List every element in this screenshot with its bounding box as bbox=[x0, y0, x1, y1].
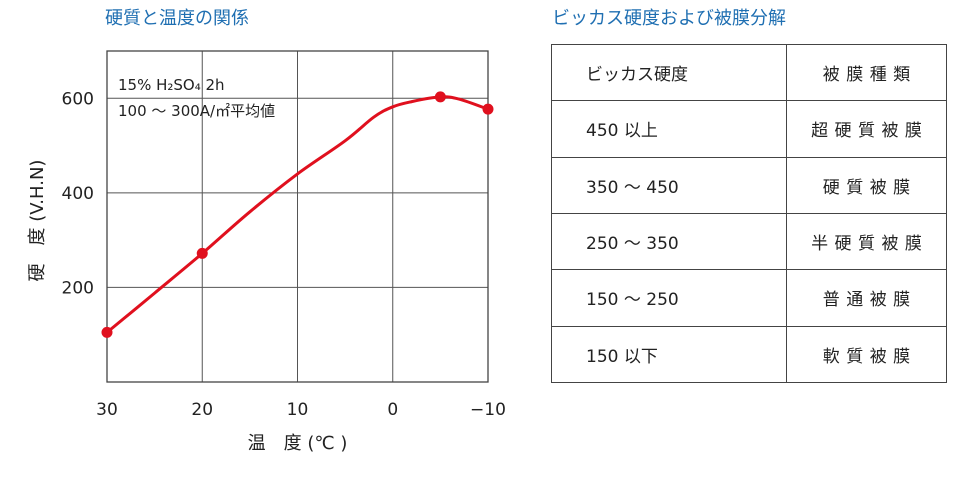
table-row: 250 ～ 350 半硬質被膜 bbox=[551, 212, 947, 271]
table-row: 150 以下 軟質被膜 bbox=[551, 325, 947, 384]
hardness-temperature-chart: 30 20 10 0 −10 200 400 600 温 度 (℃ ) 硬 度 (V.H.N) 15… bbox=[27, 50, 506, 454]
y-tick-label: 600 bbox=[62, 89, 94, 109]
x-tick-label: −10 bbox=[470, 400, 506, 420]
data-point bbox=[434, 91, 446, 103]
header-vickers-hardness: ビッカス硬度 bbox=[551, 43, 787, 102]
data-point bbox=[482, 103, 494, 115]
film-type-cell: 硬質被膜 bbox=[786, 156, 947, 214]
hardness-range-cell: 150 以下 bbox=[551, 325, 787, 384]
x-axis-label: 温 度 (℃ ) bbox=[248, 433, 348, 454]
x-tick-label: 0 bbox=[387, 400, 398, 420]
x-tick-label: 10 bbox=[287, 400, 309, 420]
table-row: 450 以上 超硬質被膜 bbox=[551, 100, 947, 158]
table-row: 350 ～ 450 硬質被膜 bbox=[551, 156, 947, 214]
hardness-range-cell: 450 以上 bbox=[551, 100, 787, 158]
chart-annotation: 15% H₂SO₄ 2h bbox=[118, 76, 225, 94]
hardness-range-cell: 250 ～ 350 bbox=[551, 212, 787, 271]
data-point bbox=[101, 326, 113, 338]
x-tick-label: 30 bbox=[96, 400, 118, 420]
film-type-cell: 軟質被膜 bbox=[786, 325, 947, 384]
x-tick-label: 20 bbox=[191, 400, 213, 420]
table-title: ビッカス硬度および被膜分解 bbox=[552, 8, 786, 29]
chart-title: 硬質と温度の関係 bbox=[105, 8, 249, 29]
y-axis-label: 硬 度 (V.H.N) bbox=[27, 160, 48, 282]
data-point bbox=[196, 247, 208, 259]
y-tick-label: 200 bbox=[62, 278, 94, 298]
vickers-hardness-table: ビッカス硬度 被膜種類 450 以上 超硬質被膜 350 ～ 450 硬質被膜 … bbox=[551, 43, 947, 384]
table-header-row: ビッカス硬度 被膜種類 bbox=[551, 43, 947, 102]
header-film-type: 被膜種類 bbox=[786, 43, 947, 102]
plot-frame bbox=[106, 50, 489, 383]
film-type-cell: 半硬質被膜 bbox=[786, 212, 947, 271]
film-type-cell: 超硬質被膜 bbox=[786, 100, 947, 158]
hardness-range-cell: 350 ～ 450 bbox=[551, 156, 787, 214]
film-type-cell: 普通被膜 bbox=[786, 269, 947, 327]
chart-annotation: 100 ～ 300A/㎡平均値 bbox=[118, 102, 275, 120]
table-row: 150 ～ 250 普通被膜 bbox=[551, 269, 947, 327]
y-tick-label: 400 bbox=[62, 184, 94, 204]
hardness-range-cell: 150 ～ 250 bbox=[551, 269, 787, 327]
